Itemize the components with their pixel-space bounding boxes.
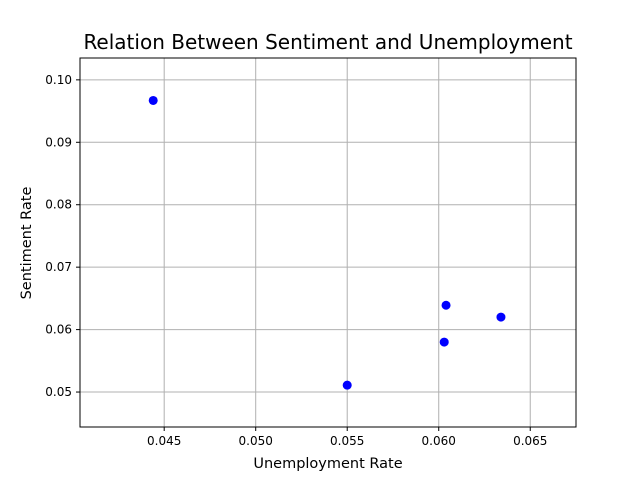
scatter-point: [441, 300, 451, 310]
plot-area: [79, 57, 577, 428]
y-tick-label: 0.10: [45, 73, 72, 87]
x-tick-label: 0.060: [422, 434, 456, 448]
scatter-point: [496, 312, 506, 322]
y-tick-label: 0.08: [45, 198, 72, 212]
y-tick-label: 0.06: [45, 323, 72, 337]
y-axis-label: Sentiment Rate: [19, 187, 35, 300]
x-tick-label: 0.055: [330, 434, 364, 448]
x-tick-label: 0.050: [239, 434, 273, 448]
scatter-point: [148, 95, 158, 105]
data-points: [148, 95, 506, 390]
x-axis-label: Unemployment Rate: [253, 456, 402, 472]
y-tick-label: 0.07: [45, 260, 72, 274]
scatter-point: [439, 337, 449, 347]
x-tick-label: 0.045: [147, 434, 181, 448]
axis-ticks: 0.045 0.050 0.055 0.060 0.065 0.05 0.06 0.07 0.0…: [45, 73, 547, 448]
chart-title: Relation Between Sentiment and Unemploym…: [83, 30, 572, 54]
y-tick-label: 0.05: [45, 385, 72, 399]
scatter-point: [342, 380, 352, 390]
x-tick-label: 0.065: [513, 434, 547, 448]
y-tick-label: 0.09: [45, 135, 72, 149]
grid-lines: [80, 58, 576, 427]
